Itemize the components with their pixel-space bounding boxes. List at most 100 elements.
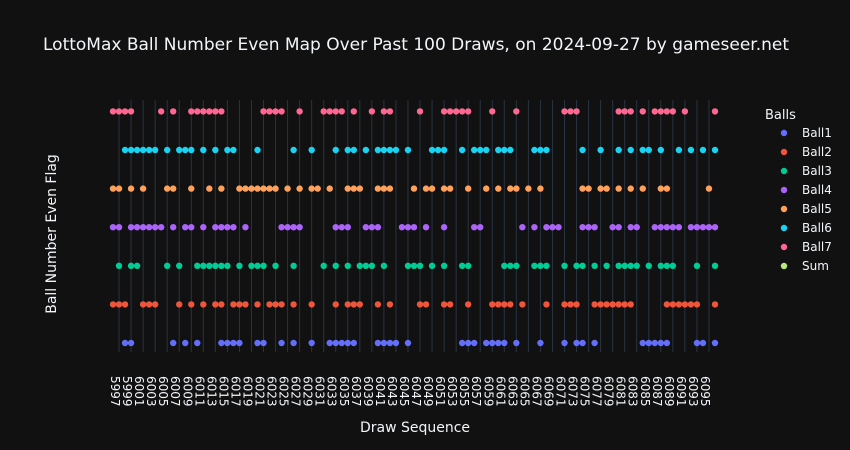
data-point-ball6 — [507, 146, 514, 154]
legend[interactable]: Ball1 Ball2 Ball3 Ball4 Ball5 Ball6 Ball7 Sum — [780, 126, 832, 273]
data-point-ball5 — [242, 185, 249, 192]
data-point-ball2 — [109, 301, 117, 308]
data-point-ball2 — [489, 301, 496, 308]
data-point-ball3 — [645, 262, 652, 269]
legend-item-ball3[interactable]: Ball3 — [780, 164, 832, 178]
data-point-ball3 — [573, 262, 580, 269]
data-point-ball3 — [531, 262, 538, 269]
data-point-ball3 — [711, 262, 719, 269]
data-point-ball2 — [519, 301, 526, 308]
data-point-ball1 — [386, 339, 394, 347]
data-point-ball1 — [344, 339, 351, 347]
x-tick-label: 6001 — [132, 376, 146, 407]
x-tick-label: 6027 — [289, 376, 303, 407]
data-point-ball1 — [170, 339, 177, 347]
legend-item-ball6[interactable]: Ball6 — [780, 221, 832, 235]
data-point-ball2 — [609, 301, 616, 308]
data-point-ball5 — [284, 185, 291, 192]
data-point-ball4 — [145, 224, 153, 231]
data-point-ball3 — [428, 262, 436, 269]
data-point-ball6 — [495, 146, 502, 154]
data-point-ball5 — [603, 185, 610, 192]
data-point-ball3 — [404, 262, 412, 269]
x-tick-label: 6083 — [626, 376, 640, 407]
data-point-ball2 — [344, 301, 351, 308]
legend-item-ball4[interactable]: Ball4 — [780, 183, 832, 197]
data-point-ball2 — [242, 301, 249, 308]
data-point-ball7 — [272, 108, 279, 115]
data-point-ball1 — [483, 339, 490, 347]
x-tick-label: 6087 — [650, 376, 664, 407]
data-point-ball4 — [615, 224, 622, 231]
data-point-ball5 — [615, 185, 622, 192]
data-point-ball3 — [236, 262, 243, 269]
data-point-ball2 — [254, 301, 261, 308]
data-point-ball7 — [573, 108, 580, 115]
data-point-ball5 — [495, 185, 502, 192]
legend-marker — [780, 148, 788, 156]
data-point-ball3 — [591, 262, 598, 269]
chart-title: LottoMax Ball Number Even Map Over Past … — [43, 35, 789, 55]
legend-label: Ball1 — [802, 126, 832, 140]
data-point-ball5 — [260, 185, 267, 192]
data-point-ball6 — [212, 146, 219, 154]
legend-item-ball7[interactable]: Ball7 — [780, 240, 832, 254]
data-point-ball6 — [699, 146, 707, 154]
data-point-ball2 — [356, 301, 364, 308]
x-tick-label: 6021 — [253, 376, 267, 407]
data-point-ball6 — [627, 146, 634, 154]
data-point-ball2 — [272, 301, 279, 308]
data-point-ball2 — [675, 301, 683, 308]
data-point-ball1 — [537, 339, 544, 347]
x-tick-label: 6033 — [325, 376, 339, 407]
data-point-ball2 — [711, 301, 719, 308]
data-point-ball7 — [681, 108, 689, 115]
data-point-ball5 — [537, 185, 544, 192]
data-point-ball3 — [507, 262, 514, 269]
data-point-ball5 — [627, 185, 634, 192]
x-tick-label: 6055 — [457, 376, 471, 407]
legend-marker — [780, 167, 788, 175]
x-tick-label: 6035 — [337, 376, 351, 407]
data-point-ball1 — [513, 339, 520, 347]
data-point-ball6 — [458, 146, 466, 154]
data-point-ball4 — [555, 224, 562, 231]
x-tick-label: 6013 — [204, 376, 218, 407]
data-point-ball4 — [531, 224, 538, 231]
data-point-ball3 — [543, 262, 550, 269]
data-point-ball7 — [440, 108, 448, 115]
data-point-ball4 — [368, 224, 376, 231]
legend-item-ball1[interactable]: Ball1 — [780, 126, 832, 140]
data-point-ball6 — [254, 146, 261, 154]
data-point-ball4 — [374, 224, 382, 231]
data-point-ball3 — [627, 262, 634, 269]
data-point-ball5 — [344, 185, 351, 192]
data-point-ball5 — [422, 185, 430, 192]
data-point-ball6 — [188, 146, 195, 154]
data-point-ball6 — [531, 146, 538, 154]
data-point-ball6 — [176, 146, 183, 154]
legend-item-sum[interactable]: Sum — [780, 259, 829, 273]
data-point-ball5 — [236, 185, 243, 192]
data-point-ball6 — [639, 146, 646, 154]
data-point-ball3 — [410, 262, 418, 269]
data-point-ball7 — [446, 108, 454, 115]
x-tick-label: 6031 — [313, 376, 327, 407]
data-point-ball2 — [266, 301, 273, 308]
data-point-ball5 — [254, 185, 261, 192]
legend-title: Balls — [765, 108, 796, 123]
data-point-ball5 — [266, 185, 273, 192]
data-point-ball6 — [597, 146, 604, 154]
legend-item-ball2[interactable]: Ball2 — [780, 145, 832, 159]
x-tick-label: 6071 — [554, 376, 568, 407]
data-point-ball7 — [368, 108, 376, 115]
data-point-ball5 — [483, 185, 490, 192]
legend-item-ball5[interactable]: Ball5 — [780, 202, 832, 216]
data-point-ball3 — [416, 262, 424, 269]
data-point-ball7 — [194, 108, 201, 115]
data-point-ball5 — [428, 185, 436, 192]
legend-marker — [780, 224, 788, 232]
data-point-ball1 — [711, 339, 719, 347]
data-point-ball4 — [404, 224, 412, 231]
data-point-ball2 — [446, 301, 454, 308]
